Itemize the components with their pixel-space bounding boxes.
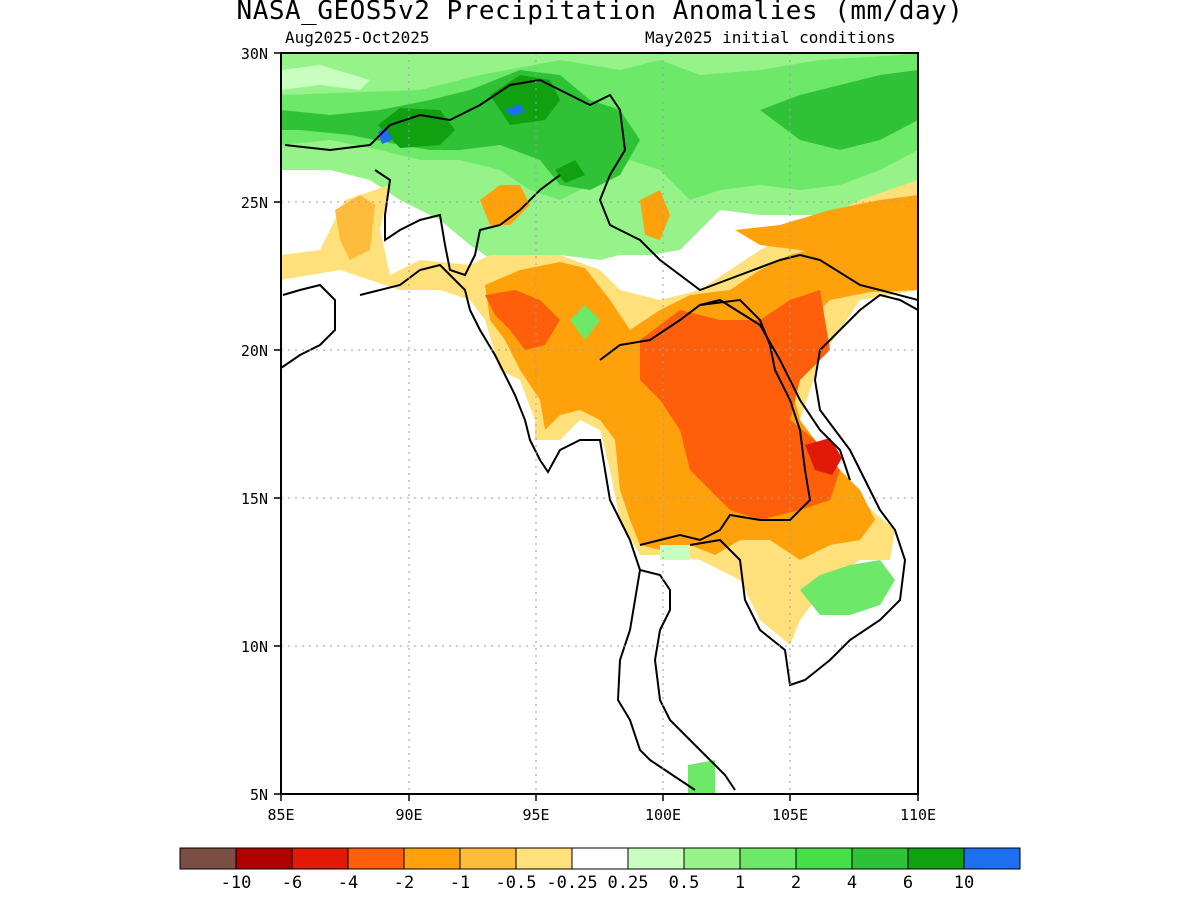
- lon-tick-label: 95E: [522, 806, 549, 824]
- legend-label: 0.25: [608, 873, 649, 893]
- border-north: [284, 78, 918, 301]
- legend-label: -0.5: [496, 873, 537, 893]
- legend-swatch: [851, 847, 909, 870]
- legend-label: -10: [221, 873, 252, 893]
- legend-label: -2: [394, 873, 414, 893]
- legend-label: 6: [903, 873, 913, 893]
- coast-india-bangladesh: [281, 263, 696, 791]
- legend-swatch: [291, 847, 349, 870]
- legend-label: 0.5: [669, 873, 700, 893]
- coast-indochina: [689, 293, 918, 687]
- lat-labels: 30N 25N 20N 15N 10N 5N: [241, 45, 268, 804]
- legend-label: -4: [338, 873, 358, 893]
- wet-patch-myanmar: [570, 305, 600, 340]
- wet-region-east-dark: [760, 70, 918, 150]
- lat-tick-label: 15N: [241, 490, 268, 508]
- lon-tick-label: 110E: [900, 806, 936, 824]
- dry-patch-west: [335, 195, 375, 260]
- legend-swatch: [515, 847, 573, 870]
- legend-swatch: [459, 847, 517, 870]
- border-bangladesh: [374, 169, 561, 277]
- lat-tick-label: 5N: [250, 786, 268, 804]
- lat-tick-label: 30N: [241, 45, 268, 63]
- max-wet-1: [505, 104, 525, 116]
- max-wet-2: [378, 127, 392, 144]
- wet-patch-cambodia: [800, 560, 895, 615]
- legend-swatch: [179, 847, 237, 870]
- white-patch-nw: [281, 65, 370, 90]
- axis-ticks: [274, 52, 919, 801]
- dry-patch-yunnan: [640, 190, 670, 240]
- legend-swatch: [571, 847, 629, 870]
- legend-label: 1: [735, 873, 745, 893]
- legend-swatch: [347, 847, 405, 870]
- initial-conditions: May2025 initial conditions: [645, 28, 896, 47]
- dry-region-core: [485, 290, 560, 350]
- legend-swatch: [907, 847, 965, 870]
- legend-swatch: [235, 847, 293, 870]
- legend-swatch: [739, 847, 797, 870]
- legend-label: -1: [450, 873, 470, 893]
- legend-label: -6: [282, 873, 302, 893]
- coastlines: [281, 78, 918, 791]
- border-myanmar-thailand: [599, 298, 812, 546]
- legend-label: 2: [791, 873, 801, 893]
- lon-labels: 85E 90E 95E 100E 105E 110E: [267, 806, 936, 824]
- legend-label: 4: [847, 873, 857, 893]
- legend-label: 10: [954, 873, 974, 893]
- coast-gulf-thailand: [639, 569, 736, 791]
- lon-tick-label: 85E: [267, 806, 294, 824]
- legend-swatch: [795, 847, 853, 870]
- plot-frame: [280, 52, 919, 795]
- lon-tick-label: 90E: [395, 806, 422, 824]
- lat-tick-label: 25N: [241, 194, 268, 212]
- white-patch-gulf: [660, 545, 690, 560]
- dry-patch-bangladesh: [480, 185, 530, 225]
- legend-swatch: [963, 847, 1021, 870]
- wet-patch-malay: [688, 760, 715, 794]
- chart-title: NASA_GEOS5v2 Precipitation Anomalies (mm…: [236, 0, 964, 26]
- lat-tick-label: 10N: [241, 638, 268, 656]
- dry-region-max: [805, 438, 842, 475]
- legend-labels: -10 -6 -4 -2 -1 -0.5 -0.25 0.25 0.5 1 2 4 6 10: [221, 873, 975, 893]
- lon-tick-label: 100E: [645, 806, 681, 824]
- lon-tick-label: 105E: [772, 806, 808, 824]
- lat-tick-label: 20N: [241, 342, 268, 360]
- legend-swatch: [627, 847, 685, 870]
- legend-swatch: [683, 847, 741, 870]
- forecast-period: Aug2025-Oct2025: [285, 28, 430, 47]
- legend-boxes: [179, 847, 1021, 870]
- legend-swatch: [403, 847, 461, 870]
- dry-patch-ne: [735, 195, 918, 260]
- legend-label: -0.25: [546, 873, 597, 893]
- wet-core-assam: [555, 160, 585, 183]
- graticule: [281, 53, 918, 794]
- border-laos: [699, 298, 851, 481]
